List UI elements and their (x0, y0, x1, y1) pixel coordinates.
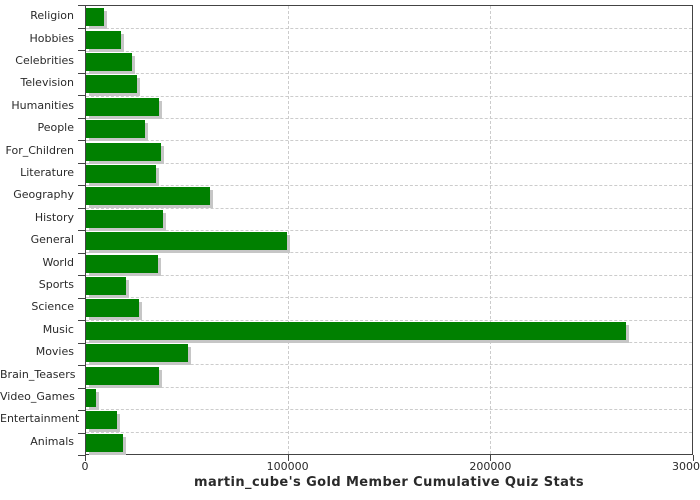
h-gridline (86, 319, 692, 321)
bar (86, 254, 158, 273)
category-label: For_Children (5, 143, 74, 157)
y-axis-tick (78, 72, 85, 74)
category-label: Movies (35, 345, 74, 359)
h-gridline (86, 140, 692, 142)
bar (86, 411, 117, 430)
x-axis-tick (490, 455, 492, 461)
x-axis-tick (287, 455, 289, 461)
category-label: Celebrities (15, 54, 74, 67)
bar (86, 321, 626, 340)
bar (86, 142, 161, 161)
h-gridline (86, 431, 692, 433)
h-gridline (86, 409, 692, 411)
bar (86, 8, 104, 27)
h-gridline (86, 386, 692, 388)
h-gridline (86, 95, 692, 97)
h-gridline (86, 185, 692, 187)
category-label: Literature (20, 166, 74, 179)
bar (86, 389, 96, 407)
h-gridline (86, 118, 692, 119)
category-label: Television (20, 76, 75, 90)
y-axis-tick (78, 230, 85, 231)
h-gridline (86, 207, 692, 209)
y-axis-tick (78, 297, 85, 299)
bar (86, 120, 145, 139)
category-label: World (42, 255, 74, 269)
category-label: Science (31, 300, 74, 314)
bar (86, 232, 287, 251)
y-axis-tick (78, 365, 85, 366)
y-axis-labels: Religion Hobbies Celebrities Television Huma… (0, 5, 80, 455)
y-axis-tick (78, 162, 85, 164)
y-axis-tick (78, 275, 85, 276)
h-gridline (86, 342, 692, 343)
category-label: Animals (30, 434, 74, 448)
y-axis-tick (78, 320, 85, 321)
x-axis-tick-label: 0 (81, 460, 89, 473)
category-label: General (30, 233, 74, 247)
y-axis-tick (78, 455, 85, 456)
y-axis-tick (78, 387, 85, 389)
y-axis-tick (78, 95, 85, 96)
y-axis-tick (78, 5, 85, 6)
bar (86, 165, 156, 183)
y-axis-tick (78, 342, 85, 344)
category-label: Hobbies (29, 31, 74, 45)
category-label: Music (42, 322, 74, 336)
y-axis-tick (78, 432, 85, 434)
chart-title: martin_cube's Gold Member Cumulative Qui… (194, 475, 584, 490)
h-gridline (86, 252, 692, 254)
h-gridline (86, 297, 692, 299)
bar (86, 366, 159, 385)
plot-area (85, 5, 693, 455)
category-label: History (34, 210, 74, 224)
x-axis-tick (693, 455, 694, 461)
x-axis-tick-label: 300000 (672, 460, 700, 473)
category-label: Brain_Teasers (0, 367, 76, 381)
y-axis-tick (78, 185, 85, 186)
h-gridline (86, 28, 692, 30)
category-label: Sports (38, 278, 74, 291)
h-gridline (86, 230, 692, 231)
bar (86, 299, 139, 318)
category-label: Video_Games (0, 390, 75, 403)
y-axis-tick (78, 410, 85, 411)
bar (86, 187, 210, 206)
bar (86, 209, 163, 228)
category-label: People (37, 121, 74, 135)
bar (86, 53, 132, 71)
bar (86, 277, 126, 295)
category-label: Humanities (11, 98, 74, 112)
x-axis-tick (85, 455, 86, 461)
bar (86, 30, 121, 49)
h-gridline (86, 274, 692, 276)
y-axis-tick (78, 140, 85, 141)
x-axis-tick-label: 200000 (469, 460, 512, 473)
bar (86, 433, 123, 452)
y-axis-tick (78, 27, 85, 29)
h-gridline (86, 162, 692, 164)
category-label: Religion (30, 9, 74, 23)
y-axis-tick (78, 207, 85, 209)
h-gridline (86, 364, 692, 366)
category-label: Entertainment (0, 412, 80, 426)
h-gridline (86, 50, 692, 52)
bar (86, 97, 159, 116)
y-axis-tick (78, 117, 85, 119)
bar (86, 344, 188, 363)
h-gridline (86, 73, 692, 75)
x-axis-tick-label: 100000 (266, 460, 309, 473)
category-label: Geography (13, 188, 74, 202)
y-axis-tick (78, 50, 85, 51)
bar (86, 75, 137, 94)
y-axis-tick (78, 252, 85, 254)
